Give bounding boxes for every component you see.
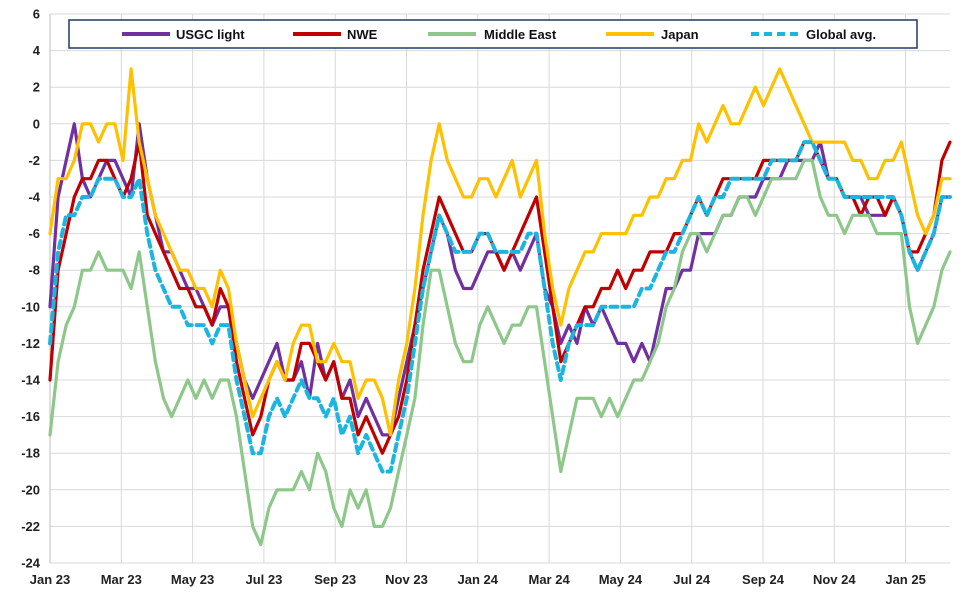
x-tick-label: Nov 24: [813, 572, 856, 587]
y-tick-label: -16: [21, 409, 40, 424]
y-tick-label: 6: [33, 7, 40, 22]
x-tick-label: Mar 23: [101, 572, 142, 587]
y-tick-label: -12: [21, 336, 40, 351]
x-tick-label: Sep 23: [314, 572, 356, 587]
x-tick-label: Jan 23: [30, 572, 70, 587]
y-tick-label: -22: [21, 519, 40, 534]
y-tick-label: -18: [21, 446, 40, 461]
x-tick-label: May 23: [171, 572, 214, 587]
legend-label-middle-east: Middle East: [484, 27, 557, 42]
y-tick-label: -14: [21, 373, 41, 388]
x-tick-label: Jul 23: [245, 572, 282, 587]
x-tick-label: Sep 24: [742, 572, 785, 587]
y-tick-label: 4: [33, 43, 41, 58]
x-tick-label: May 24: [599, 572, 643, 587]
series-line-japan: [48, 67, 952, 437]
series-line-middle-east: [48, 158, 952, 547]
legend-label-nwe: NWE: [347, 27, 378, 42]
legend-label-global-avg: Global avg.: [806, 27, 876, 42]
legend: USGC light NWE Middle East Japan Global …: [68, 19, 918, 49]
y-tick-label: -20: [21, 482, 40, 497]
series-group: [48, 67, 952, 547]
y-tick-label: 2: [33, 80, 40, 95]
legend-label-usgc-light: USGC light: [176, 27, 245, 42]
x-tick-label: Jul 24: [673, 572, 711, 587]
legend-box: [68, 19, 918, 49]
y-axis-ticks: 6 4 2 0 -2 -4 -6 -8 -10 -12 -14 -16 -18 -20 -22 -24: [21, 7, 41, 571]
y-tick-label: -8: [28, 263, 40, 278]
x-tick-label: Nov 23: [385, 572, 428, 587]
x-tick-label: Mar 24: [528, 572, 570, 587]
y-tick-label: -2: [28, 153, 40, 168]
legend-label-japan: Japan: [661, 27, 699, 42]
x-axis-ticks: Jan 23 Mar 23 May 23 Jul 23 Sep 23 Nov 23 Jan …: [30, 572, 926, 587]
x-tick-label: Jan 24: [458, 572, 499, 587]
y-tick-label: -4: [28, 190, 40, 205]
y-tick-label: -6: [28, 226, 40, 241]
series-line-global-avg: [48, 140, 952, 474]
y-tick-label: -10: [21, 299, 40, 314]
y-tick-label: 0: [33, 116, 40, 131]
x-tick-label: Jan 25: [885, 572, 925, 587]
y-tick-label: -24: [21, 556, 41, 571]
